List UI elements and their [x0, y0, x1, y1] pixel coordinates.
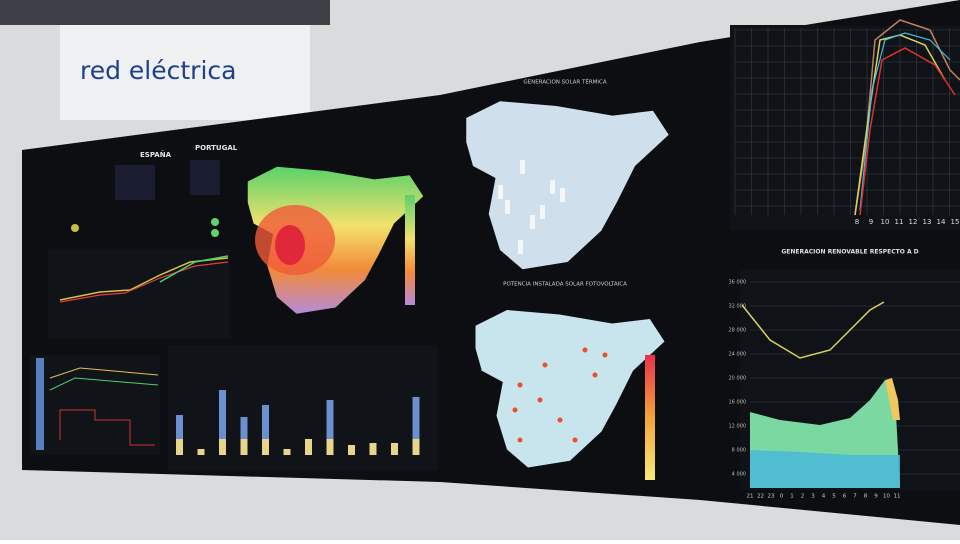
- plant: [560, 188, 565, 202]
- x-tick-label: 9: [874, 494, 878, 500]
- map-title: POTENCIA INSTALADA SOLAR FOTOVOLTAICA: [503, 282, 627, 288]
- plot: [48, 250, 230, 338]
- area: [750, 450, 900, 488]
- bar-segment: [198, 449, 205, 455]
- x-tick-label: 10: [881, 218, 890, 226]
- bar-segment: [262, 439, 269, 455]
- table: [115, 165, 155, 200]
- bar-segment: [284, 449, 291, 455]
- x-tick-label: 14: [937, 218, 946, 226]
- bar-segment: [176, 439, 183, 455]
- plot: [30, 355, 160, 455]
- plant: [518, 240, 523, 254]
- plant: [550, 180, 555, 194]
- plant: [603, 353, 608, 358]
- bar-segment: [305, 439, 312, 455]
- x-tick-label: 8: [864, 494, 868, 500]
- bar-segment: [348, 445, 355, 455]
- bar-segment: [370, 443, 377, 455]
- bar: [36, 358, 44, 450]
- y-tick-label: 12 000: [729, 424, 747, 430]
- bar-segment: [327, 439, 334, 455]
- plant: [498, 185, 503, 199]
- header: ESPAÑA: [140, 150, 172, 159]
- map-title: GENERACION SOLAR TÉRMICA: [523, 78, 606, 86]
- plant: [530, 215, 535, 229]
- legend-scale: [645, 355, 655, 480]
- x-tick-label: 22: [757, 494, 764, 500]
- plant: [593, 373, 598, 378]
- plant: [520, 160, 525, 174]
- x-tick-label: 12: [909, 218, 918, 226]
- x-tick-label: 6: [843, 494, 847, 500]
- x-tick-label: 9: [869, 218, 873, 226]
- plant: [573, 438, 578, 443]
- line-chart: [730, 20, 960, 230]
- y-tick-label: 36 000: [729, 280, 747, 286]
- plant: [518, 438, 523, 443]
- line-chart: [48, 250, 230, 338]
- plant: [583, 348, 588, 353]
- x-tick-label: 4: [822, 494, 826, 500]
- chart-title: GENERACION RENOVABLE RESPECTO A D: [781, 249, 918, 256]
- logo: red eléctrica: [80, 56, 236, 85]
- x-tick-label: 21: [747, 494, 754, 500]
- x-tick-label: 5: [832, 494, 836, 500]
- plant: [518, 383, 523, 388]
- y-tick-label: 4 000: [732, 472, 746, 478]
- indicator: [211, 229, 219, 237]
- x-tick-label: 13: [923, 218, 932, 226]
- x-tick-label: 8: [855, 218, 859, 226]
- bar-segment: [241, 439, 248, 455]
- y-tick-label: 24 000: [729, 352, 747, 358]
- indicator: [71, 224, 79, 232]
- legend-scale: [405, 195, 415, 305]
- plant: [513, 408, 518, 413]
- y-tick-label: 8 000: [732, 448, 746, 454]
- x-tick-label: 7: [853, 494, 857, 500]
- y-tick-label: 28 000: [729, 328, 747, 334]
- x-tick-label: 3: [811, 494, 815, 500]
- x-tick-label: 23: [768, 494, 775, 500]
- indicator: [211, 218, 219, 226]
- x-tick-label: 11: [894, 494, 901, 500]
- x-tick-label: 0: [780, 494, 784, 500]
- plant: [543, 363, 548, 368]
- header: PORTUGAL: [195, 144, 238, 152]
- bar-segment: [219, 439, 226, 455]
- plant: [505, 200, 510, 214]
- plot: [730, 25, 960, 230]
- x-tick-label: 2: [801, 494, 805, 500]
- hotspot: [275, 225, 305, 265]
- x-tick-label: 15: [951, 218, 960, 226]
- small-chart: [30, 355, 160, 455]
- y-tick-label: 16 000: [729, 400, 747, 406]
- table: [190, 160, 220, 195]
- plant: [558, 418, 563, 423]
- bar-chart: [168, 345, 438, 470]
- ceiling: [0, 0, 330, 25]
- bar-segment: [391, 443, 398, 455]
- plant: [538, 398, 543, 403]
- plant: [540, 205, 545, 219]
- x-tick-label: 10: [883, 494, 890, 500]
- y-tick-label: 20 000: [729, 376, 747, 382]
- x-tick-label: 11: [895, 218, 904, 226]
- bar-segment: [413, 439, 420, 455]
- x-tick-label: 1: [790, 494, 794, 500]
